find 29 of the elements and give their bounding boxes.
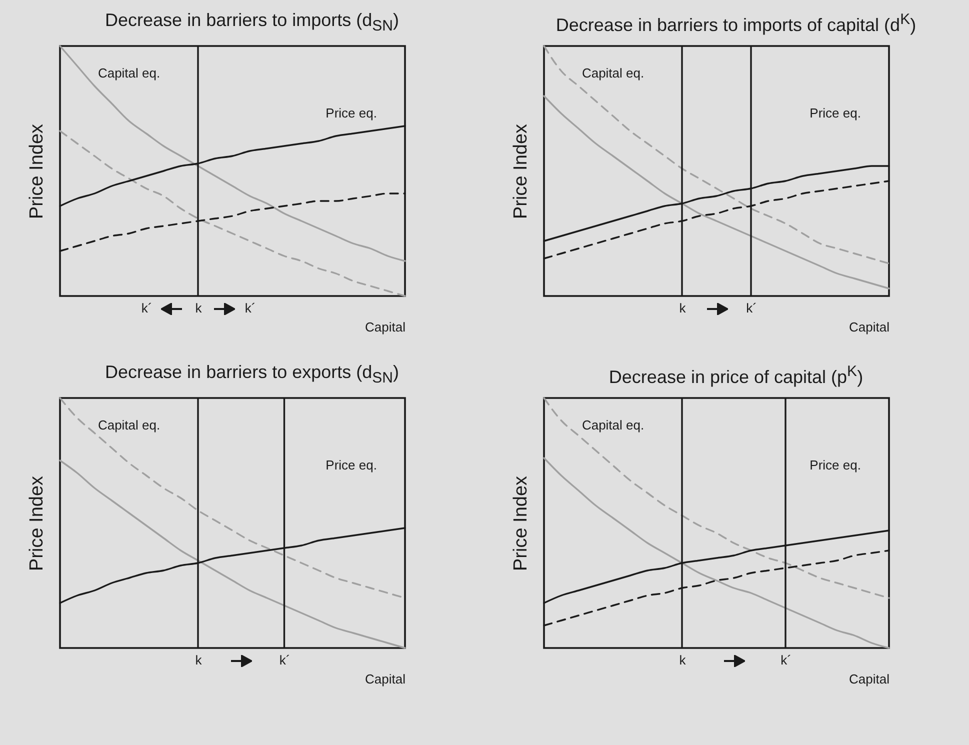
x-tick-label: k´ [141,300,152,316]
annotation: Capital eq. [582,66,644,80]
chart-title: Decrease in barriers to exports (d$_{SN}$) [104,361,400,388]
annotation: Capital eq. [582,418,644,432]
x-axis-title: Capital [365,320,406,334]
x-tick-label: k´ [780,652,792,668]
x-tick-label: k´ [244,300,256,316]
x-tick-label: k [195,300,202,316]
chart-title: Decrease in barriers to imports (d$_{SN}$) [104,9,400,36]
annotation: Capital eq. [98,66,160,80]
y-axis-title: Price Index [510,123,532,220]
annotation: Price eq. [810,106,861,120]
x-tick-label: k [679,652,686,668]
annotation: Price eq. [326,458,377,472]
annotation: Price eq. [810,458,861,472]
y-axis-title: Price Index [26,123,48,220]
annotation: Price eq. [326,106,377,120]
x-axis-title: Capital [365,672,406,686]
x-tick-label: k [679,300,686,316]
annotation: Capital eq. [98,418,160,432]
chart-title: Decrease in barriers to imports of capital (d$^{K}$) [554,10,918,36]
y-axis-title: Price Index [26,475,48,572]
y-axis-title: Price Index [510,475,532,572]
x-axis-title: Capital [849,672,890,686]
x-tick-label: k´ [746,300,757,316]
x-tick-label: k [195,652,202,668]
x-axis-title: Capital [849,320,890,334]
x-tick-label: k´ [279,652,290,668]
chart-title: Decrease in price of capital (p$^{K}$) [608,362,864,388]
